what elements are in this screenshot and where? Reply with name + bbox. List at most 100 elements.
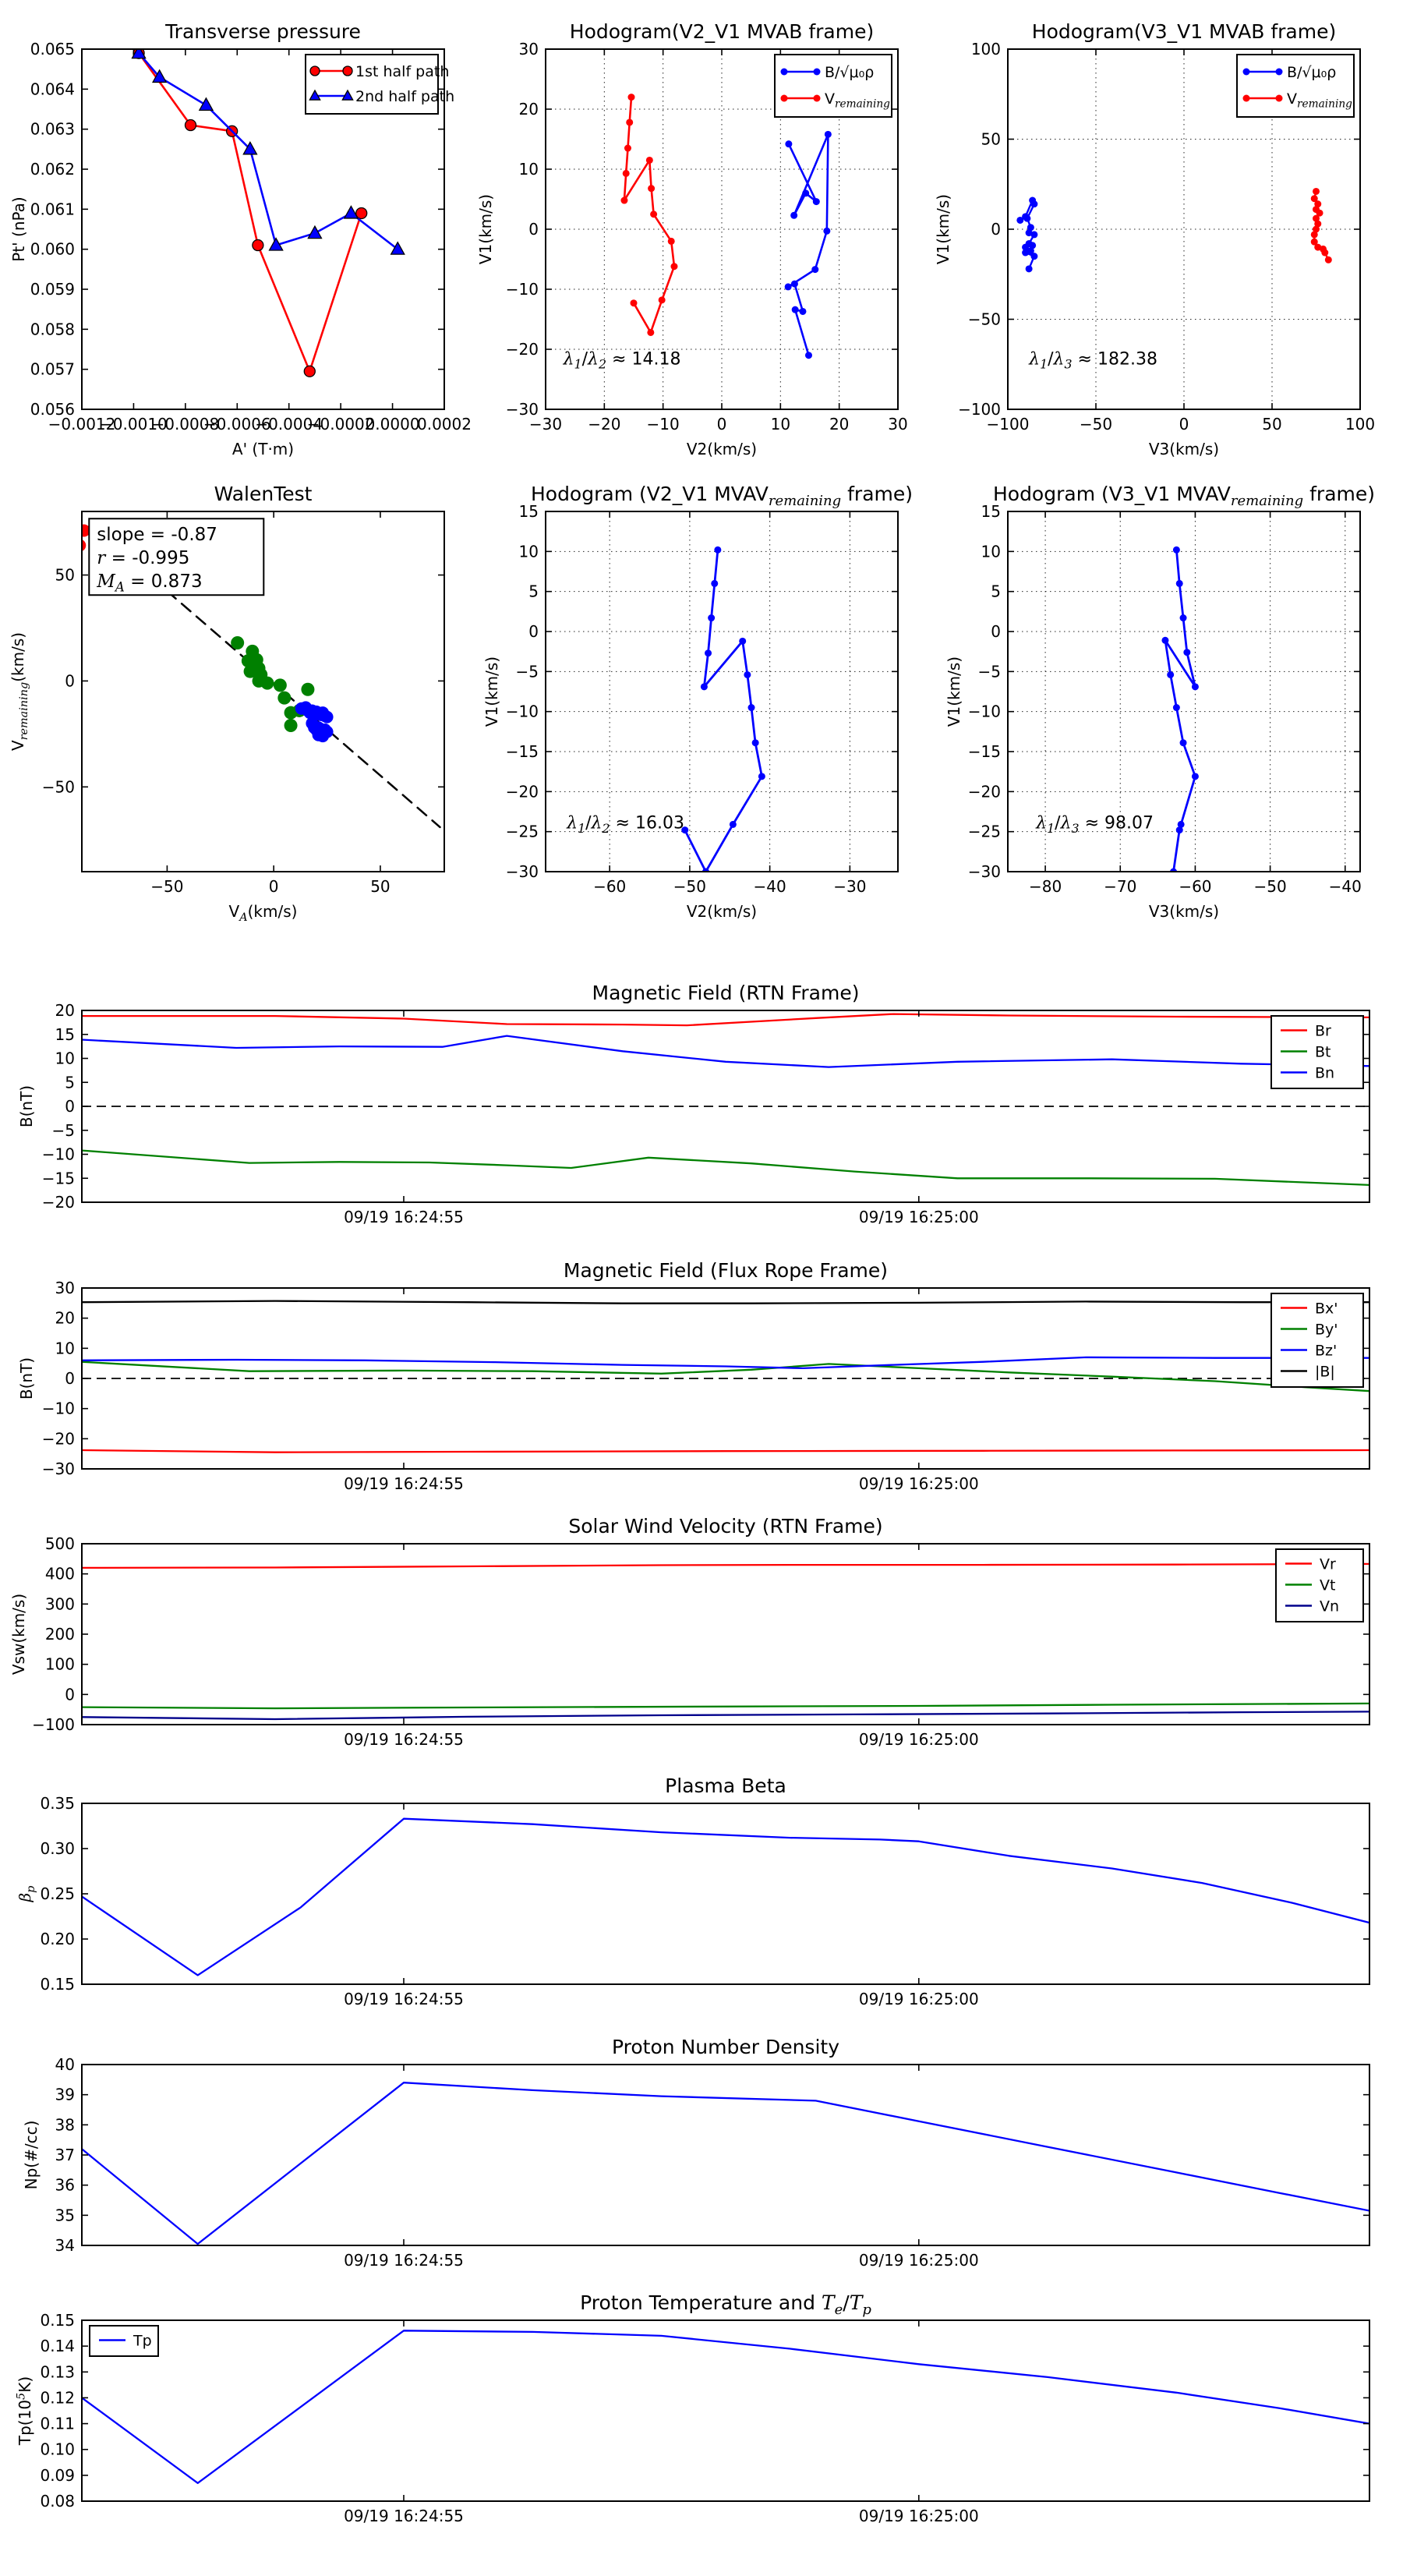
ticks: 09/19 16:24:55 09/19 16:25:00 −20 −15 −10 −5 0… bbox=[42, 1001, 1369, 1226]
x-axis-label: V2(km/s) bbox=[687, 902, 757, 921]
y-tick-label: 20 bbox=[55, 1309, 75, 1328]
x-tick-label: 30 bbox=[888, 415, 907, 433]
marker-dot bbox=[658, 296, 666, 304]
series-red-points bbox=[82, 524, 90, 551]
proton-number-density: 09/19 16:24:55 09/19 16:25:00 34 35 36 37 38 39… bbox=[22, 2036, 1370, 2270]
series-b-over-sqrt-mu0-rho bbox=[1016, 196, 1038, 273]
marker-dot bbox=[714, 546, 722, 554]
marker-dot bbox=[1313, 214, 1320, 222]
chart-title: Hodogram(V3_V1 MVAB frame) bbox=[1032, 20, 1336, 43]
marker-triangle bbox=[242, 140, 258, 155]
y-tick-label: 5 bbox=[65, 1073, 75, 1092]
marker-dot bbox=[670, 263, 678, 271]
series-velocity-path bbox=[1161, 546, 1199, 872]
ticks: −100 −50 0 50 100 −100 −50 0 50 100 bbox=[958, 40, 1375, 433]
x-tick-label: −0.0004 bbox=[255, 415, 323, 433]
marker-dot bbox=[813, 94, 821, 102]
marker-dot bbox=[243, 664, 257, 678]
y-tick-label: −10 bbox=[506, 280, 539, 299]
marker-dot bbox=[647, 328, 655, 336]
chart-title: Hodogram (V3_V1 MVAVremaining frame) bbox=[993, 483, 1375, 509]
y-tick-label: 100 bbox=[971, 40, 1001, 58]
marker-triangle bbox=[307, 225, 323, 239]
marker-dot bbox=[747, 704, 755, 712]
walen-test: −50 0 50 −50 0 50 WalenTest VA(km/s) Vremaining(… bbox=[9, 483, 445, 924]
transverse-pressure: −0.0012−0.0010−0.0008−0.0006−0.0004−0.00… bbox=[9, 20, 472, 458]
series-v-remaining bbox=[620, 94, 678, 336]
x-tick-label: −0.0002 bbox=[307, 415, 375, 433]
y-tick-label: 0.057 bbox=[30, 360, 75, 379]
y-tick-label: 0 bbox=[65, 1369, 75, 1388]
marker-dot bbox=[1177, 820, 1185, 828]
legend-label: Bn bbox=[1315, 1065, 1334, 1082]
marker-dot bbox=[1275, 94, 1283, 102]
grid bbox=[546, 511, 898, 872]
x-tick-label: −30 bbox=[833, 877, 866, 896]
series-v-remaining bbox=[1310, 187, 1332, 264]
legend-label: Vr bbox=[1320, 1556, 1336, 1573]
axes-frame bbox=[1007, 511, 1361, 872]
ticks: −60 −50 −40 −30 15 10 5 0 −5 −10 −15 −20 −25 −30 bbox=[506, 502, 898, 896]
y-tick-label: −20 bbox=[42, 1193, 75, 1212]
ticks: −0.0012−0.0010−0.0008−0.0006−0.0004−0.00… bbox=[30, 40, 472, 433]
marker-dot bbox=[626, 119, 634, 126]
y-tick-label: 37 bbox=[55, 2146, 75, 2164]
y-tick-label: −15 bbox=[506, 742, 539, 761]
y-tick-label: −10 bbox=[42, 1145, 75, 1164]
y-tick-label: 300 bbox=[45, 1594, 75, 1613]
marker-dot bbox=[1030, 253, 1038, 260]
marker-dot bbox=[1313, 187, 1320, 195]
series-fit-line bbox=[151, 577, 441, 829]
y-tick-label: −10 bbox=[506, 702, 539, 721]
y-tick-label: 15 bbox=[519, 502, 539, 521]
legend-label: Bt bbox=[1315, 1044, 1331, 1061]
y-tick-label: −20 bbox=[506, 340, 539, 359]
marker-dot bbox=[802, 189, 810, 197]
marker-triangle bbox=[198, 97, 214, 111]
x-tick-label: 09/19 16:25:00 bbox=[859, 1474, 979, 1493]
lambda-annotation: λ1/λ3 ≈ 98.07 bbox=[1035, 814, 1154, 836]
series-vn bbox=[82, 1711, 1369, 1721]
x-axis-label: V3(km/s) bbox=[1149, 440, 1219, 458]
y-tick-label: 0 bbox=[528, 220, 539, 239]
y-axis-label: B(nT) bbox=[17, 1357, 36, 1399]
y-tick-label: 10 bbox=[981, 542, 1001, 561]
legend-label: Vremaining bbox=[1287, 90, 1352, 111]
series-blue-points bbox=[295, 701, 334, 743]
y-tick-label: 0 bbox=[991, 622, 1001, 641]
x-tick-label: 0.0002 bbox=[417, 415, 472, 433]
marker-dot bbox=[1314, 200, 1322, 208]
chart-title: Solar Wind Velocity (RTN Frame) bbox=[568, 1515, 882, 1537]
hodogram-v2v1-mvav: −60 −50 −40 −30 15 10 5 0 −5 −10 −15 −20 −25 −30 Hodog… bbox=[482, 483, 913, 921]
marker-dot bbox=[82, 539, 87, 551]
magnetic-field-rtn: 09/19 16:24:55 09/19 16:25:00 −20 −15 −10 −5 0… bbox=[17, 982, 1370, 1226]
marker-dot bbox=[667, 237, 675, 245]
marker-dot bbox=[711, 579, 719, 587]
y-tick-label: −5 bbox=[516, 662, 539, 681]
y-tick-label: 500 bbox=[45, 1534, 75, 1553]
marker-dot bbox=[705, 649, 712, 657]
marker-dot bbox=[1324, 256, 1332, 264]
y-tick-label: 0.060 bbox=[30, 240, 75, 259]
marker-dot bbox=[824, 130, 832, 138]
proton-temperature: 09/19 16:24:55 09/19 16:25:00 0.08 0.09 0.10… bbox=[15, 2291, 1370, 2525]
marker-triangle bbox=[131, 49, 147, 59]
y-tick-label: 0.13 bbox=[40, 2362, 75, 2381]
x-tick-label: 0.0000 bbox=[366, 415, 420, 433]
plot-area bbox=[546, 511, 898, 872]
marker-dot bbox=[780, 68, 788, 76]
marker-dot bbox=[648, 185, 656, 193]
marker-dot bbox=[700, 683, 708, 691]
grid bbox=[1008, 511, 1360, 872]
axes-frame bbox=[81, 511, 445, 872]
y-tick-label: −30 bbox=[42, 1460, 75, 1478]
series-np bbox=[82, 2082, 1369, 2245]
chart-title: WalenTest bbox=[214, 483, 313, 505]
y-axis-label: Vremaining(km/s) bbox=[9, 632, 30, 751]
x-tick-label: 09/19 16:24:55 bbox=[344, 2507, 464, 2525]
series-2nd-half-path bbox=[131, 49, 405, 255]
marker-dot bbox=[1321, 249, 1329, 257]
ticks: −80 −70 −60 −50 −40 15 10 5 0 −5 −10 −15 −20 −25 −30 bbox=[968, 502, 1362, 896]
marker-dot bbox=[758, 773, 765, 780]
